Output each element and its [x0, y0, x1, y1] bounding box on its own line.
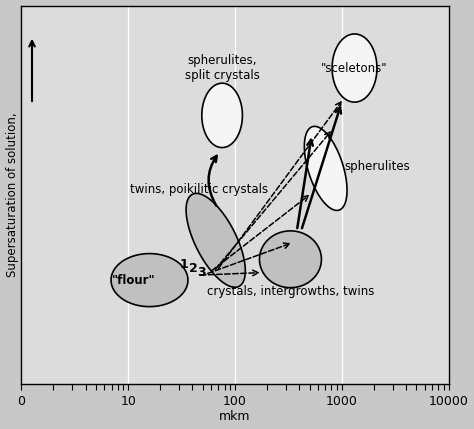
Polygon shape	[186, 193, 246, 287]
Text: twins, poikilitic crystals: twins, poikilitic crystals	[130, 183, 268, 196]
Polygon shape	[111, 254, 188, 307]
Text: spherulites: spherulites	[345, 160, 410, 173]
Text: 3: 3	[198, 266, 206, 279]
Polygon shape	[332, 34, 377, 102]
X-axis label: mkm: mkm	[219, 411, 251, 423]
Text: 2: 2	[189, 262, 198, 275]
Polygon shape	[259, 231, 321, 288]
Text: 1: 1	[179, 258, 188, 272]
Text: "flour": "flour"	[112, 274, 155, 287]
Text: "sceletons": "sceletons"	[321, 61, 388, 75]
Y-axis label: Supersaturation of solution,: Supersaturation of solution,	[6, 112, 18, 277]
Text: crystals, intergrowths, twins: crystals, intergrowths, twins	[207, 285, 374, 298]
Polygon shape	[304, 127, 347, 210]
Polygon shape	[202, 83, 242, 148]
Text: spherulites,
split crystals: spherulites, split crystals	[185, 54, 260, 82]
